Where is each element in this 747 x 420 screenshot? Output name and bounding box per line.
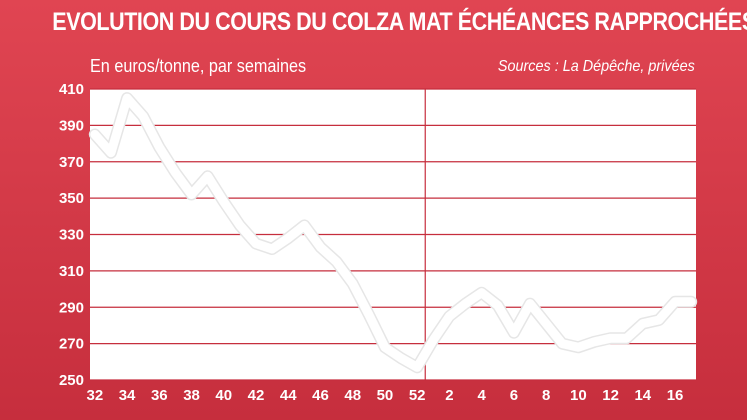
chart-title: EVOLUTION DU COURS DU COLZA MAT ÉCHÉANCE…: [52, 8, 747, 36]
x-tick-label: 40: [215, 387, 232, 404]
data-point: [592, 340, 596, 344]
x-tick-label: 46: [312, 387, 329, 404]
data-point: [528, 302, 532, 306]
data-point: [109, 151, 113, 155]
data-point: [286, 236, 290, 240]
data-point: [367, 313, 371, 317]
data-point: [415, 365, 419, 369]
y-tick-label: 250: [59, 372, 84, 389]
x-tick-label: 38: [183, 387, 200, 404]
x-tick-label: 50: [377, 387, 394, 404]
x-tick-label: 14: [634, 387, 651, 404]
data-point: [302, 223, 306, 227]
x-tick-label: 44: [280, 387, 297, 404]
x-tick-label: 32: [86, 387, 103, 404]
x-tick-label: 12: [602, 387, 619, 404]
data-point: [657, 318, 661, 322]
data-point: [464, 302, 468, 306]
x-tick-label: 2: [445, 387, 453, 404]
data-point: [141, 114, 145, 118]
chart-subtitle: En euros/tonne, par semaines: [90, 56, 307, 76]
y-tick-label: 390: [59, 117, 84, 134]
data-point: [206, 174, 210, 178]
x-tick-label: 48: [344, 387, 361, 404]
x-tick-label: 4: [477, 387, 486, 404]
y-tick-label: 370: [59, 154, 84, 171]
y-tick-label: 350: [59, 190, 84, 207]
y-tick-label: 310: [59, 263, 84, 280]
x-tick-label: 6: [510, 387, 518, 404]
data-point: [270, 247, 274, 251]
data-point: [222, 200, 226, 204]
chart-source: Sources : La Dépêche, privées: [498, 58, 695, 75]
data-point: [431, 338, 435, 342]
x-tick-label: 16: [667, 387, 684, 404]
data-point: [609, 336, 613, 340]
y-tick-label: 410: [59, 81, 84, 98]
data-point: [689, 300, 693, 304]
data-point: [447, 314, 451, 318]
data-point: [238, 223, 242, 227]
y-tick-label: 290: [59, 299, 84, 316]
x-tick-label: 34: [119, 387, 136, 404]
data-point: [157, 145, 161, 149]
x-tick-label: 36: [151, 387, 168, 404]
data-point: [335, 260, 339, 264]
x-tick-label: 42: [248, 387, 265, 404]
data-point: [318, 245, 322, 249]
data-point: [673, 300, 677, 304]
year-label: 2008: [102, 351, 133, 367]
data-point: [576, 345, 580, 349]
data-point: [625, 336, 629, 340]
y-tick-label: 270: [59, 336, 84, 353]
data-point: [190, 192, 194, 196]
x-tick-label: 8: [542, 387, 550, 404]
data-point: [93, 132, 97, 136]
year-label: 2009: [433, 351, 464, 367]
x-tick-label: 52: [409, 387, 426, 404]
data-point: [351, 282, 355, 286]
data-point: [560, 342, 564, 346]
data-point: [512, 331, 516, 335]
data-point: [496, 303, 500, 307]
y-tick-label: 330: [59, 227, 84, 244]
data-point: [544, 322, 548, 326]
series-line: [90, 93, 696, 372]
data-point: [173, 171, 177, 175]
data-point: [480, 291, 484, 295]
data-point: [641, 322, 645, 326]
data-point: [125, 96, 129, 100]
x-tick-label: 10: [570, 387, 587, 404]
data-point: [254, 242, 258, 246]
data-point: [383, 345, 387, 349]
data-point: [399, 356, 403, 360]
